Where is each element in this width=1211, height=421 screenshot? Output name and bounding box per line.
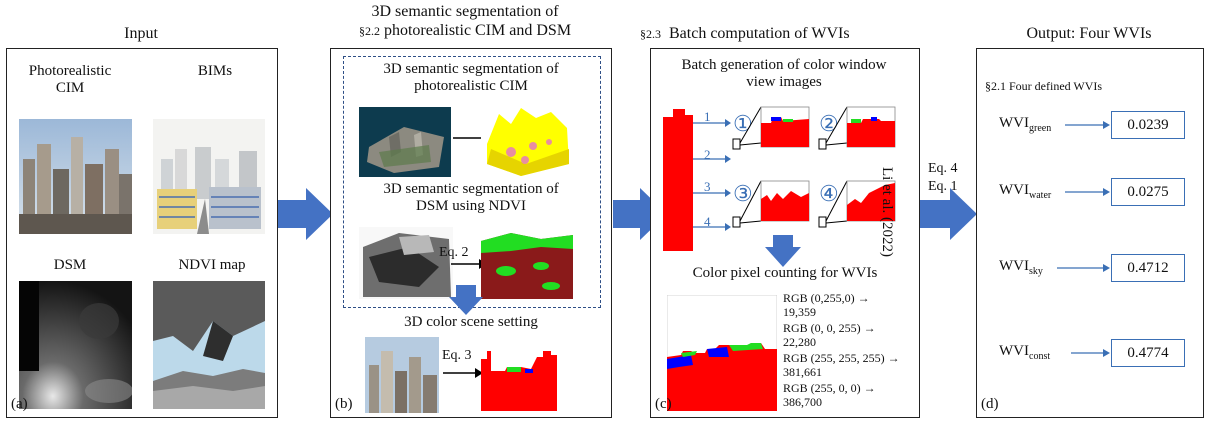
view-window-3 (732, 180, 810, 228)
panel-b-title-line1: 3D semantic segmentation of (371, 3, 559, 20)
panel-d-tag: (d) (981, 396, 999, 412)
count-rgb-white: RGB (255, 255, 255) → (783, 351, 900, 365)
cim-image (19, 119, 132, 234)
panel-a-title: Input (124, 25, 158, 42)
panel-d-title: Output: Four WVIs (1026, 25, 1152, 42)
seg-cim-line1: 3D semantic segmentation of (383, 61, 559, 77)
wvi-sky-sub: sky (1029, 266, 1043, 277)
panel-a-tag: (a) (11, 396, 28, 412)
ray-label-1: 1 (704, 109, 711, 124)
red-building (663, 109, 693, 251)
batch-line2: view images (746, 74, 822, 90)
wvi-green-base: WVI (999, 115, 1029, 131)
dsm-segmented-model (481, 231, 573, 299)
wvi-sky-base: WVI (999, 258, 1029, 274)
view-number-4: ④ (819, 181, 839, 206)
count-value-blue: 22,280 (783, 335, 816, 349)
batch-line1: Batch generation of color window (681, 57, 887, 73)
cim-segmented-model (481, 104, 573, 180)
scene-color-view (481, 349, 557, 411)
wvi-arrows (1057, 121, 1110, 357)
dsm-label: DSM (53, 257, 87, 273)
panel-b-section: §2.2 (358, 24, 380, 38)
arrow-a-to-b (277, 188, 333, 240)
seg-dsm-line1: 3D semantic segmentation of (383, 181, 559, 197)
wvi-sky-label: WVIsky (999, 258, 1043, 277)
scene-down-arrow (449, 285, 483, 315)
scene-label: 3D color scene setting (404, 314, 538, 330)
wvi-water-label: WVIwater (999, 182, 1051, 201)
arrow-c-to-d (919, 188, 977, 240)
wvi-green-label: WVIgreen (999, 115, 1051, 134)
seg-cim-label: 3D semantic segmentation of photorealist… (345, 61, 597, 95)
seg-cim-line2: photorealistic CIM (414, 78, 528, 94)
cim-label: Photorealistic CIM (28, 63, 112, 96)
eq3-label: Eq. 3 (442, 348, 472, 363)
count-rgb-red: RGB (255, 0, 0) → (783, 381, 876, 395)
batch-label: Batch generation of color window view im… (657, 57, 911, 91)
count-label: Color pixel counting for WVIs (692, 265, 878, 281)
view-window-2 (818, 106, 896, 150)
wvi-green-sub: green (1029, 123, 1052, 134)
eq4-label: Eq. 4 (928, 161, 958, 176)
panel-c: Batch generation of color window view im… (650, 48, 920, 418)
wvi-section-label: §2.1 Four defined WVIs (985, 79, 1103, 93)
panel-d: §2.1 Four defined WVIs WVIgreen 0.0239 W… (976, 48, 1204, 418)
view-window-1 (732, 106, 810, 150)
count-down-arrow (765, 235, 801, 267)
bim-image (153, 119, 265, 234)
view-windows (732, 106, 896, 228)
wvi-green-value: 0.0239 (1111, 111, 1185, 139)
panel-c-tag: (c) (655, 396, 672, 412)
wvi-water-base: WVI (999, 182, 1029, 198)
panel-b: 3D semantic segmentation of photorealist… (330, 48, 612, 418)
count-list: RGB (0,255,0) → 19,359 RGB (0, 0, 255) →… (783, 291, 919, 409)
bim-label: BIMs (197, 63, 233, 79)
ray-arrows (693, 119, 731, 231)
scene-arrow (443, 368, 483, 378)
wvi-water-value: 0.0275 (1111, 178, 1185, 206)
count-rgb-green: RGB (0,255,0) → (783, 291, 870, 305)
dsm-3d-model (359, 227, 453, 299)
wvi-const-base: WVI (999, 343, 1029, 359)
panel-a: Photorealistic CIM BIMs (6, 48, 278, 418)
seg-dsm-label: 3D semantic segmentation of DSM using ND… (345, 181, 597, 215)
panel-c-title: §2.3 Batch computation of WVIs (640, 24, 930, 44)
panel-b-title: 3D semantic segmentation of §2.2 photore… (310, 2, 620, 41)
panel-b-title-line2: photorealistic CIM and DSM (383, 22, 572, 39)
count-view-image (667, 295, 777, 411)
eq1-label: Eq. 1 (928, 179, 958, 194)
view-window-4 (818, 180, 896, 228)
eq2-label: Eq. 2 (439, 245, 469, 260)
ndvi-label: NDVI map (178, 257, 246, 273)
count-value-red: 386,700 (783, 395, 822, 409)
wvi-sky-value: 0.4712 (1111, 254, 1185, 282)
count-value-white: 381,661 (783, 365, 822, 379)
seg-dsm-line2: DSM using NDVI (415, 198, 526, 214)
view-number-3: ③ (733, 181, 753, 206)
panel-c-section: §2.3 (640, 27, 661, 41)
panel-b-tag: (b) (335, 396, 353, 412)
wvi-const-value: 0.4774 (1111, 339, 1185, 367)
count-rgb-blue: RGB (0, 0, 255) → (783, 321, 876, 335)
dsm-image (19, 281, 132, 409)
scene-photo (365, 337, 439, 413)
ndvi-image (153, 281, 265, 409)
output-equations: Eq. 4 Eq. 1 (928, 160, 958, 196)
wvi-const-sub: const (1029, 351, 1051, 362)
ray-label-2: 2 (704, 147, 711, 162)
panel-c-title-text: Batch computation of WVIs (669, 25, 850, 42)
cim-3d-model (359, 107, 451, 177)
count-value-green: 19,359 (783, 305, 816, 319)
wvi-const-label: WVIconst (999, 343, 1050, 362)
ray-label-4: 4 (704, 214, 711, 229)
ray-label-3: 3 (704, 179, 711, 194)
wvi-water-sub: water (1029, 190, 1052, 201)
